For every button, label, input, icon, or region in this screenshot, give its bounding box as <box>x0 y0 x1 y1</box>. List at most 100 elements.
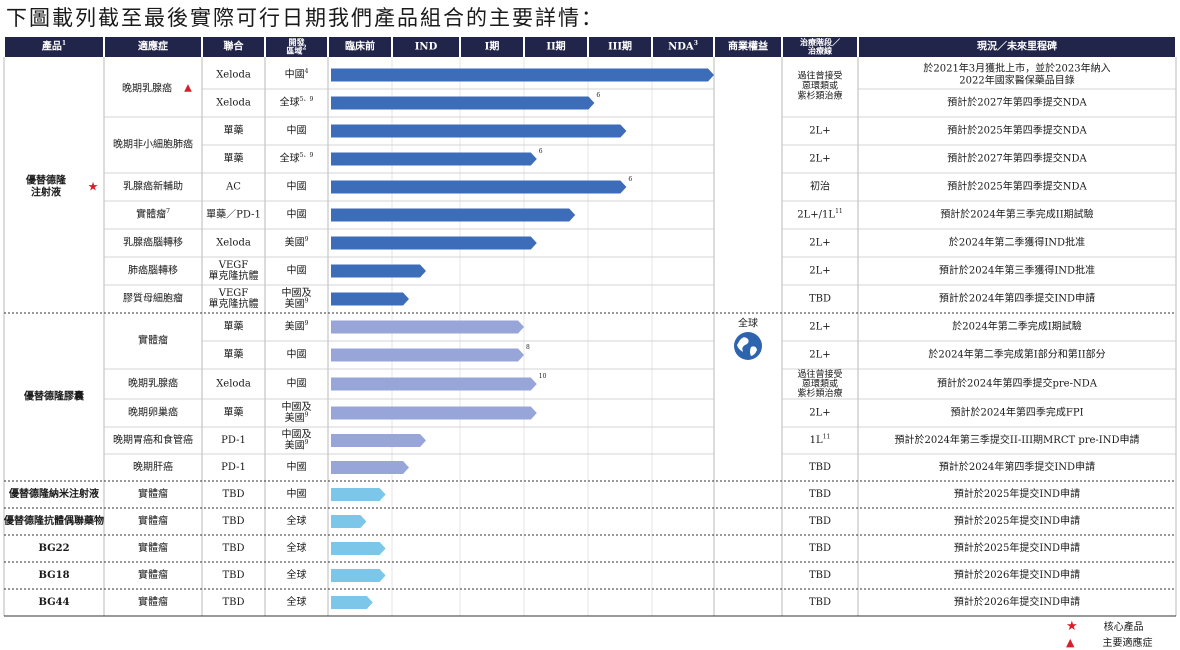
region-0-8-line0: 中國及 <box>282 286 312 299</box>
milestone-0-0-line0: 於2021年3月獲批上市，並於2023年納入 <box>923 62 1110 75</box>
page-title: 下圖載列截至最後實際可行日期我們產品組合的主要詳情： <box>6 6 604 30</box>
region-1-3-line1: 美國9 <box>285 411 309 424</box>
header-region-line0: 開發 <box>289 37 306 47</box>
treatment-line-0-3: 2L+ <box>809 154 830 165</box>
progress-bar-3-0 <box>331 515 367 528</box>
region-2-0: 中國 <box>287 487 307 500</box>
indication-6-0: 實體瘤 <box>138 595 168 608</box>
progress-bar-1-3 <box>331 406 537 420</box>
region-1-1: 中國 <box>287 348 307 361</box>
bar-note-0-3: 6 <box>539 148 543 155</box>
indication-0-6: 乳腺癌腦轉移 <box>123 236 183 249</box>
region-0-8-line1-sup: 9 <box>305 297 309 304</box>
main-indication-triangle-icon: ▲ <box>184 83 192 94</box>
bar-note-1-1: 8 <box>526 344 530 351</box>
milestone-0-5-line0: 預計於2024年第三季完成II期試驗 <box>940 208 1093 221</box>
indication-0-8: 膠質母細胞瘤 <box>123 292 183 305</box>
treatment-line-1-5: TBD <box>809 462 831 473</box>
milestone-0-7-line0: 預計於2024年第三季獲得IND批准 <box>939 264 1095 277</box>
progress-bar-0-6 <box>331 236 537 250</box>
indication-2-0: 實體瘤 <box>138 487 168 500</box>
region-6-0: 全球 <box>287 595 307 608</box>
region-0-5: 中國 <box>287 208 307 221</box>
combo-1-2: Xeloda <box>216 379 251 390</box>
header-phase3-line0: III期 <box>608 40 632 53</box>
region-0-6-sup: 9 <box>305 236 309 243</box>
indication-0-0: 晚期乳腺癌 <box>122 82 172 95</box>
region-0-6: 美國9 <box>285 236 309 249</box>
product-label-5-line0: BG18 <box>38 570 69 581</box>
progress-bar-0-2 <box>331 124 627 138</box>
progress-bar-0-7 <box>331 264 426 278</box>
treatment-line-merged-0-line2: 紫杉類治療 <box>797 90 842 102</box>
combo-0-8-line1: 單克隆抗體 <box>209 297 259 310</box>
combo-0-1: Xeloda <box>216 98 251 109</box>
region-0-8-line1: 美國9 <box>285 297 309 310</box>
indication-3-0: 實體瘤 <box>138 514 168 527</box>
milestone-0-2-line0: 預計於2025年第四季提交NDA <box>947 124 1087 137</box>
region-1-4-line0: 中國及 <box>282 428 312 441</box>
bar-note-0-4: 6 <box>628 176 632 183</box>
progress-bar-0-1 <box>331 96 595 110</box>
milestone-5-0-line0: 預計於2026年提交IND申請 <box>954 568 1080 581</box>
treatment-line-0-5: 2L+/1L11 <box>797 208 842 221</box>
legend-main: ▲ 主要適應症 <box>1066 634 1152 649</box>
region-4-0: 全球 <box>287 541 307 554</box>
combo-2-0: TBD <box>222 489 244 500</box>
progress-bar-1-1 <box>331 348 524 362</box>
indication-4-0: 實體瘤 <box>138 541 168 554</box>
product-label-2-line0: 優替德隆納米注射液 <box>8 487 99 500</box>
header-milestone-line0: 現況／未來里程碑 <box>977 40 1057 53</box>
bar-note-0-1: 6 <box>596 92 600 99</box>
indication-1-5: 晚期肝癌 <box>133 460 173 473</box>
combo-0-7-line0: VEGF <box>218 260 249 271</box>
treatment-line-1-2-line2: 紫杉類治療 <box>797 387 842 399</box>
combo-0-7-line1: 單克隆抗體 <box>209 269 259 282</box>
header-region-bg <box>266 37 327 57</box>
product-label-3-line0: 優替德隆抗體偶聯藥物 <box>3 514 104 527</box>
treatment-line-5-0: TBD <box>809 570 831 581</box>
combo-5-0: TBD <box>222 570 244 581</box>
milestone-1-2-line0: 預計於2024年第四季提交pre-NDA <box>937 377 1098 390</box>
region-0-2: 中國 <box>287 124 307 137</box>
header-line-line1: 治療線 <box>808 45 832 55</box>
progress-bar-1-5 <box>331 461 409 474</box>
treatment-line-0-7: 2L+ <box>809 266 830 277</box>
product-label-6-line0: BG44 <box>38 597 69 608</box>
milestone-1-0-line0: 於2024年第二季完成I期試驗 <box>952 320 1081 333</box>
treatment-line-6-0: TBD <box>809 597 831 608</box>
region-5-0: 全球 <box>287 568 307 581</box>
legend-core: ★ 核心產品 <box>1066 618 1144 634</box>
combo-1-0: 單藥 <box>224 321 244 333</box>
treatment-line-0-2: 2L+ <box>809 126 830 137</box>
region-0-3-sup: 5、9 <box>300 152 314 159</box>
globe-icon-land-1 <box>737 337 749 352</box>
combo-4-0: TBD <box>222 543 244 554</box>
region-0-0-sup: 4 <box>305 68 309 75</box>
header-phase1-line0: I期 <box>485 40 500 53</box>
region-1-0-sup: 9 <box>305 320 309 327</box>
header-phase2-bg <box>525 37 587 57</box>
legend-main-label: 主要適應症 <box>1102 638 1153 649</box>
region-1-3-line1-sup: 9 <box>305 411 309 418</box>
region-0-3: 全球5、9 <box>280 152 314 165</box>
header-ind-bg <box>393 37 459 57</box>
combo-0-4: AC <box>225 182 241 193</box>
combo-0-8-line0: VEGF <box>218 288 249 299</box>
header-indication-bg <box>105 37 201 57</box>
treatment-line-4-0: TBD <box>809 543 831 554</box>
header-product-line0-sup: 1 <box>62 40 66 47</box>
milestone-6-0-line0: 預計於2026年提交IND申請 <box>954 595 1080 608</box>
progress-bar-0-3 <box>331 152 537 166</box>
indication-1-4: 晚期胃癌和食管癌 <box>113 433 193 446</box>
indication-0-7: 肺癌腦轉移 <box>128 264 178 277</box>
combo-3-0: TBD <box>222 516 244 527</box>
legend-core-label: 核心產品 <box>1103 622 1144 633</box>
treatment-line-1-2-line1: 蒽環類或 <box>802 378 838 390</box>
region-1-5: 中國 <box>287 460 307 473</box>
header-nda-bg <box>653 37 713 57</box>
treatment-line-merged-0-line1: 蒽環類或 <box>802 80 838 92</box>
region-1-4-line1-sup: 9 <box>305 439 309 446</box>
region-1-4-line1: 美國9 <box>285 439 309 452</box>
header-region-line1-sup: 2 <box>302 44 306 51</box>
